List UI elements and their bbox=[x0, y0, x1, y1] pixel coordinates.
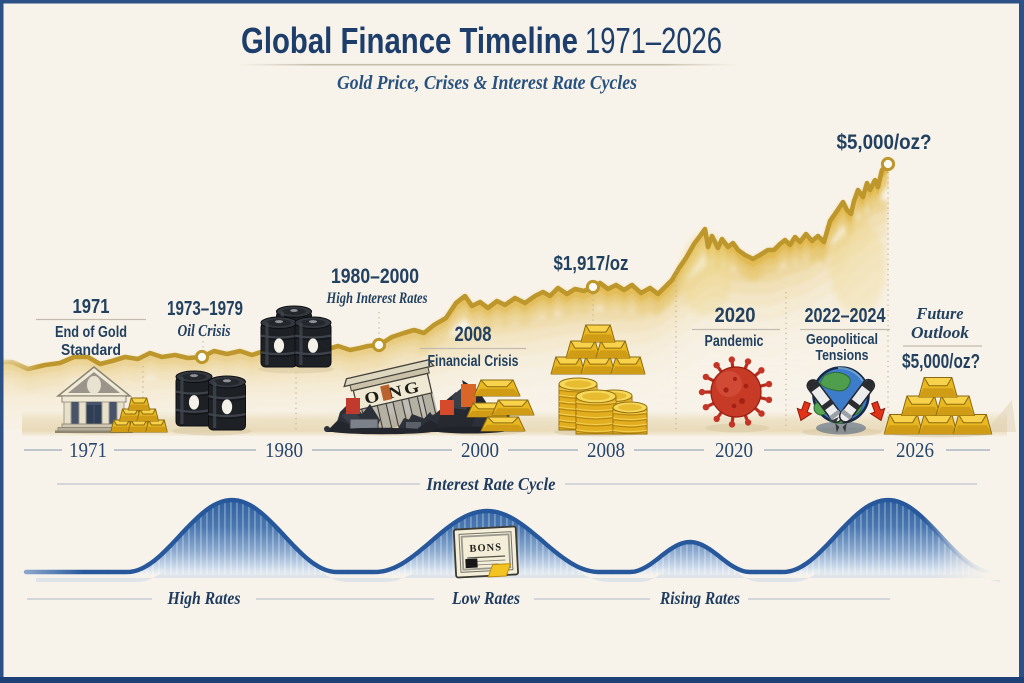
svg-text:$5,000/oz?: $5,000/oz? bbox=[902, 351, 980, 373]
svg-text:1980: 1980 bbox=[265, 438, 303, 462]
svg-text:1971–2026: 1971–2026 bbox=[585, 20, 722, 61]
svg-text:Pandemic: Pandemic bbox=[705, 333, 764, 350]
svg-text:Global Finance Timeline: Global Finance Timeline bbox=[241, 20, 578, 61]
svg-text:Financial Crisis: Financial Crisis bbox=[428, 353, 519, 370]
svg-text:End of Gold: End of Gold bbox=[55, 324, 127, 341]
svg-text:Gold Price, Crises & Interest: Gold Price, Crises & Interest Rate Cycle… bbox=[337, 72, 637, 94]
svg-text:2020: 2020 bbox=[715, 304, 756, 327]
svg-text:High Rates: High Rates bbox=[167, 588, 241, 608]
svg-text:1973–1979: 1973–1979 bbox=[167, 298, 243, 320]
svg-text:BONS: BONS bbox=[469, 542, 502, 555]
svg-text:Standard: Standard bbox=[61, 342, 121, 359]
svg-text:Outlook: Outlook bbox=[911, 323, 970, 342]
svg-text:2008: 2008 bbox=[587, 438, 625, 462]
svg-text:1980–2000: 1980–2000 bbox=[331, 265, 419, 288]
svg-text:Tensions: Tensions bbox=[816, 347, 869, 364]
svg-text:Future: Future bbox=[916, 304, 964, 323]
svg-text:Interest Rate Cycle: Interest Rate Cycle bbox=[426, 474, 556, 494]
svg-text:Rising Rates: Rising Rates bbox=[659, 588, 740, 608]
svg-text:1971: 1971 bbox=[73, 296, 110, 318]
svg-text:Geopolitical: Geopolitical bbox=[806, 331, 878, 348]
svg-text:$1,917/oz: $1,917/oz bbox=[554, 253, 629, 275]
svg-text:2020: 2020 bbox=[715, 438, 753, 462]
svg-text:2008: 2008 bbox=[455, 323, 492, 346]
svg-text:2000: 2000 bbox=[461, 438, 499, 462]
svg-text:High Interest Rates: High Interest Rates bbox=[326, 290, 428, 307]
svg-text:$5,000/oz?: $5,000/oz? bbox=[837, 131, 932, 154]
svg-text:Low Rates: Low Rates bbox=[451, 588, 520, 608]
svg-text:1971: 1971 bbox=[69, 438, 107, 462]
svg-text:Oil Crisis: Oil Crisis bbox=[178, 321, 231, 340]
svg-text:2026: 2026 bbox=[896, 438, 934, 462]
svg-text:2022–2024: 2022–2024 bbox=[805, 305, 887, 327]
